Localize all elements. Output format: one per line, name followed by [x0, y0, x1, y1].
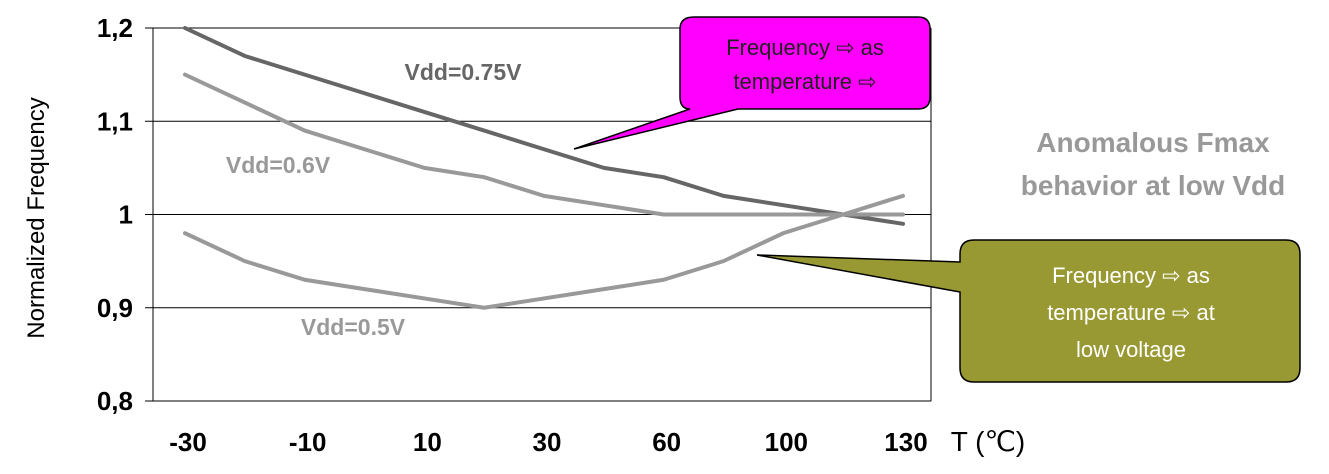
series-line — [183, 193, 905, 310]
callout-high-voltage: Frequency ⇨ as temperature ⇨ — [573, 16, 931, 150]
series-label: Vdd=0.75V — [405, 59, 523, 85]
series-label: Vdd=0.5V — [301, 314, 406, 340]
callout-low-line3: low voltage — [1076, 337, 1186, 362]
axes — [145, 27, 932, 402]
y-axis-label: Normalized Frequency — [23, 97, 50, 338]
x-tick-label: 10 — [413, 427, 442, 457]
x-tick-label: 30 — [533, 427, 562, 457]
x-axis-unit-label: T (℃) — [951, 426, 1025, 457]
callout-low-shape — [756, 239, 1301, 383]
callout-high-line2: temperature ⇨ — [733, 69, 876, 94]
series-label: Vdd=0.6V — [226, 152, 331, 178]
callout-low-line1: Frequency ⇨ as — [1052, 263, 1210, 288]
series-lines — [183, 26, 905, 310]
x-tick-label: 60 — [652, 427, 681, 457]
anomalous-annotation-line1: Anomalous Fmax — [1036, 127, 1270, 158]
series-line — [183, 26, 905, 226]
callout-low-line2: temperature ⇨ at — [1047, 300, 1215, 325]
y-tick-label: 0,9 — [97, 293, 133, 323]
x-tick-label: 130 — [884, 427, 927, 457]
x-tick-label: -30 — [169, 427, 207, 457]
y-tick-labels: 1,2 1,1 1 0,9 0,8 — [97, 13, 133, 416]
y-tick-label: 1 — [119, 200, 133, 230]
y-tick-label: 1,1 — [97, 106, 133, 136]
callout-low-voltage: Frequency ⇨ as temperature ⇨ at low volt… — [756, 239, 1301, 383]
series-labels: Vdd=0.75V Vdd=0.6V Vdd=0.5V — [226, 59, 522, 340]
x-tick-label: -10 — [289, 427, 327, 457]
y-tick-label: 1,2 — [97, 13, 133, 43]
callout-high-shape — [573, 16, 931, 150]
series-line — [183, 72, 905, 217]
callout-high-line1: Frequency ⇨ as — [726, 35, 884, 60]
y-tick-label: 0,8 — [97, 386, 133, 416]
anomalous-annotation-line2: behavior at low Vdd — [1021, 170, 1285, 201]
x-tick-label: 100 — [765, 427, 808, 457]
x-tick-labels: -30 -10 10 30 60 100 130 — [169, 427, 927, 457]
